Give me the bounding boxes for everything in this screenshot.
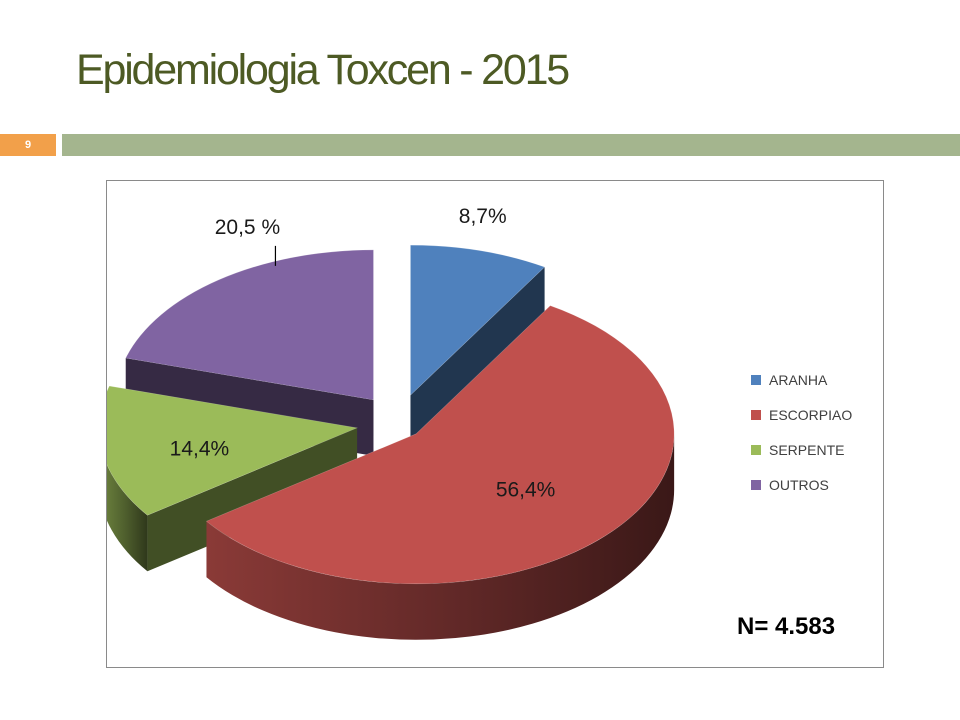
legend-label-aranha: ARANHA (769, 371, 828, 388)
sample-size-label: N= 4.583 (737, 613, 836, 640)
data-label-outros: 20,5 % (215, 216, 280, 239)
legend-label-escorpiao: ESCORPIAO (769, 406, 853, 423)
legend-label-serpente: SERPENTE (769, 441, 845, 458)
title-divider-bar (62, 134, 960, 156)
slide-title: Epidemiologia Toxcen - 2015 (76, 46, 570, 94)
legend-item-escorpiao: ESCORPIAO (751, 397, 852, 432)
legend-item-outros: OUTROS (751, 467, 852, 502)
legend-item-serpente: SERPENTE (751, 432, 852, 467)
legend-item-aranha: ARANHA (751, 362, 852, 397)
chart-frame: 8,7% 56,4% 14,4% 20,5 % ARANHA ESCORPIAO SE… (106, 180, 884, 668)
pie-slice-escorpiao (205, 305, 675, 640)
chart-legend: ARANHA ESCORPIAO SERPENTE OUTROS (751, 362, 852, 502)
pie-slice-serpente (107, 385, 359, 572)
pie-chart: 8,7% 56,4% 14,4% 20,5 % (107, 205, 675, 640)
page-number: 9 (24, 139, 32, 151)
data-label-serpente: 14,4% (170, 438, 230, 461)
legend-swatch-serpente (751, 444, 761, 455)
legend-swatch-escorpiao (751, 409, 761, 420)
page-number-badge: 9 (0, 134, 56, 156)
data-label-escorpiao: 56,4% (496, 479, 556, 502)
data-label-aranha: 8,7% (459, 205, 507, 228)
legend-swatch-outros (751, 479, 761, 490)
legend-label-outros: OUTROS (769, 476, 829, 493)
pie-slice-aranha (410, 244, 546, 452)
legend-swatch-aranha (751, 374, 761, 385)
